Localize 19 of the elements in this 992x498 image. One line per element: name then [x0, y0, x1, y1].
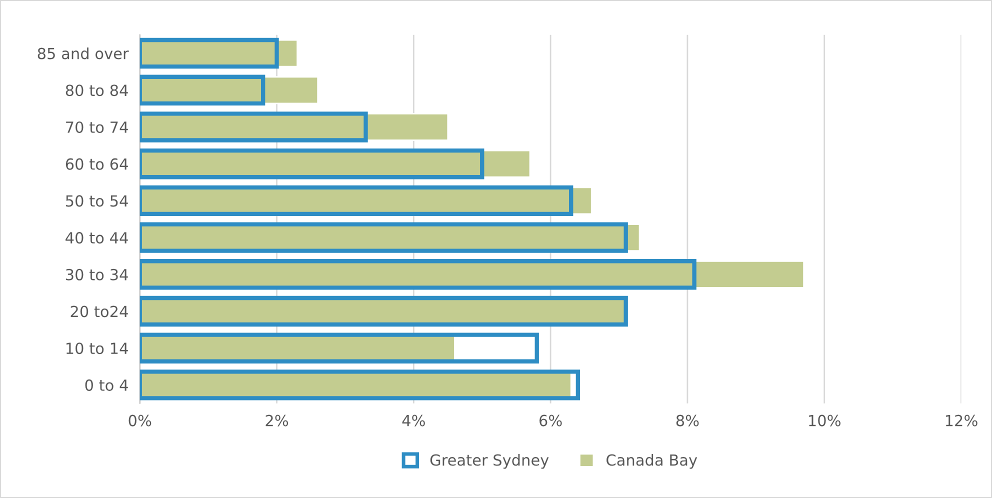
x-tick-label: 6%: [540, 414, 562, 426]
y-tick-label: 80 to 84: [66, 84, 128, 96]
y-tick-label: 0 to 4: [85, 379, 128, 391]
y-tick-label: 40 to 44: [66, 232, 128, 244]
x-tick-label: 12%: [946, 414, 978, 426]
y-tick-label: 85 and over: [38, 47, 129, 60]
y-tick-label: 50 to 54: [66, 195, 128, 207]
legend-label: Canada Bay: [606, 454, 698, 469]
x-tick-label: 4%: [402, 414, 425, 426]
y-tick-label: 60 to 64: [66, 158, 128, 170]
x-tick-label: 0%: [128, 414, 152, 426]
x-tick-label: 8%: [676, 414, 699, 426]
y-tick-label: 10 to 14: [66, 342, 128, 354]
y-tick-label: 20 to24: [70, 306, 128, 318]
x-tick-label: 2%: [266, 414, 288, 426]
x-tick-label: 10%: [809, 414, 840, 426]
legend-label: Greater Sydney: [430, 454, 549, 469]
y-tick-label: 70 to 74: [66, 121, 128, 134]
y-tick-label: 30 to 34: [66, 268, 128, 280]
